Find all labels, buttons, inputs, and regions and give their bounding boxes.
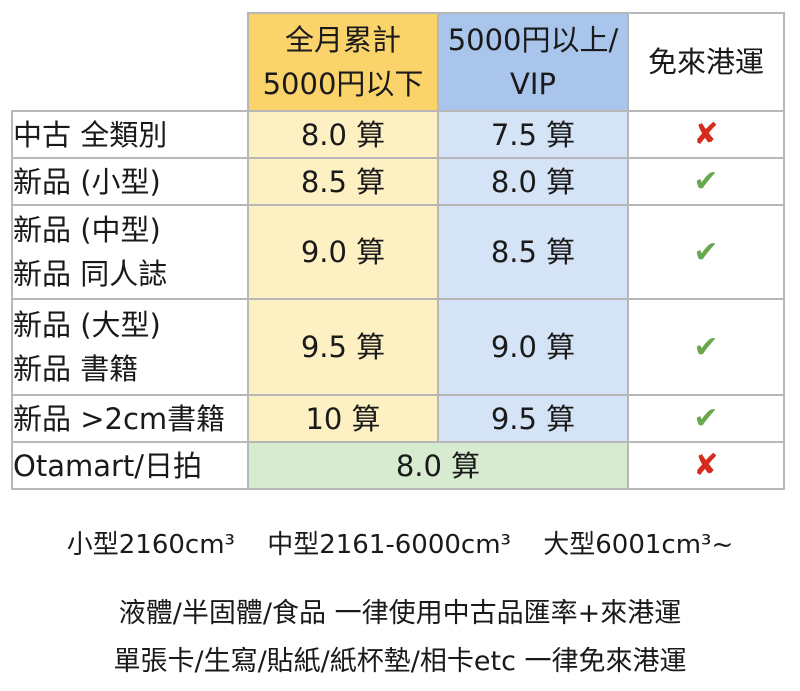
check-icon: ✔ <box>693 329 719 365</box>
header-tier1-line2: 5000円以下 <box>262 67 424 101</box>
row-label: Otamart/日拍 <box>11 441 249 490</box>
table-row: 新品 (小型) 8.5 算 8.0 算 ✔ <box>11 157 785 206</box>
header-tier-under-5000: 全月累計 5000円以下 <box>247 12 439 112</box>
header-tier2-line1: 5000円以上/ <box>447 23 619 57</box>
size-medium: 中型2161-6000cm³ <box>267 530 511 560</box>
note-cards: 單張卡/生寫/貼紙/紙杯墊/相卡etc 一律免來港運 <box>113 646 687 677</box>
row-label: 中古 全類別 <box>11 110 249 159</box>
merged-rate: 8.0 算 <box>247 441 629 490</box>
size-definitions: 小型2160cm³ 中型2161-6000cm³ 大型6001cm³~ <box>0 524 800 561</box>
size-large: 大型6001cm³~ <box>543 530 734 560</box>
table-row: 新品 >2cm書籍 10 算 9.5 算 ✔ <box>11 394 785 443</box>
tier2-rate: 7.5 算 <box>437 110 629 159</box>
table-row: 中古 全類別 8.0 算 7.5 算 ✘ <box>11 110 785 159</box>
row-label: 新品 (中型) 新品 同人誌 <box>11 204 249 300</box>
row-label: 新品 >2cm書籍 <box>11 394 249 443</box>
check-icon: ✔ <box>693 164 719 199</box>
tier2-rate: 8.5 算 <box>437 204 629 300</box>
tier1-rate: 8.0 算 <box>247 110 439 159</box>
table-row-otamart: Otamart/日拍 8.0 算 ✘ <box>11 441 785 490</box>
free-shipping-cell: ✔ <box>627 204 785 300</box>
row-label: 新品 (大型) 新品 書籍 <box>11 298 249 396</box>
tier2-rate: 9.5 算 <box>437 394 629 443</box>
cross-icon: ✘ <box>693 448 719 483</box>
table-row: 新品 (大型) 新品 書籍 9.5 算 9.0 算 ✔ <box>11 298 785 396</box>
table-row: 新品 (中型) 新品 同人誌 9.0 算 8.5 算 ✔ <box>11 204 785 300</box>
check-icon: ✔ <box>693 234 719 270</box>
header-free-shipping: 免來港運 <box>627 12 785 112</box>
tier1-rate: 10 算 <box>247 394 439 443</box>
header-tier1-line1: 全月累計 <box>284 23 401 57</box>
note-liquids: 液體/半固體/食品 一律使用中古品匯率+來港運 <box>118 598 682 629</box>
rate-table: 全月累計 5000円以下 5000円以上/ VIP 免來港運 中古 全類別 8.… <box>11 12 785 490</box>
tier2-rate: 9.0 算 <box>437 298 629 396</box>
header-tier2-line2: VIP <box>510 67 556 101</box>
free-shipping-cell: ✔ <box>627 298 785 396</box>
tier1-rate: 8.5 算 <box>247 157 439 206</box>
check-icon: ✔ <box>693 401 719 436</box>
cross-icon: ✘ <box>693 117 719 152</box>
free-shipping-cell: ✔ <box>627 157 785 206</box>
tier1-rate: 9.5 算 <box>247 298 439 396</box>
tier1-rate: 9.0 算 <box>247 204 439 300</box>
free-shipping-cell: ✘ <box>627 441 785 490</box>
size-small: 小型2160cm³ <box>66 530 235 560</box>
row-label: 新品 (小型) <box>11 157 249 206</box>
header-blank <box>12 13 248 111</box>
header-tier-over-5000-vip: 5000円以上/ VIP <box>437 12 629 112</box>
tier2-rate: 8.0 算 <box>437 157 629 206</box>
free-shipping-cell: ✘ <box>627 110 785 159</box>
free-shipping-cell: ✔ <box>627 394 785 443</box>
header-row: 全月累計 5000円以下 5000円以上/ VIP 免來港運 <box>12 12 785 112</box>
